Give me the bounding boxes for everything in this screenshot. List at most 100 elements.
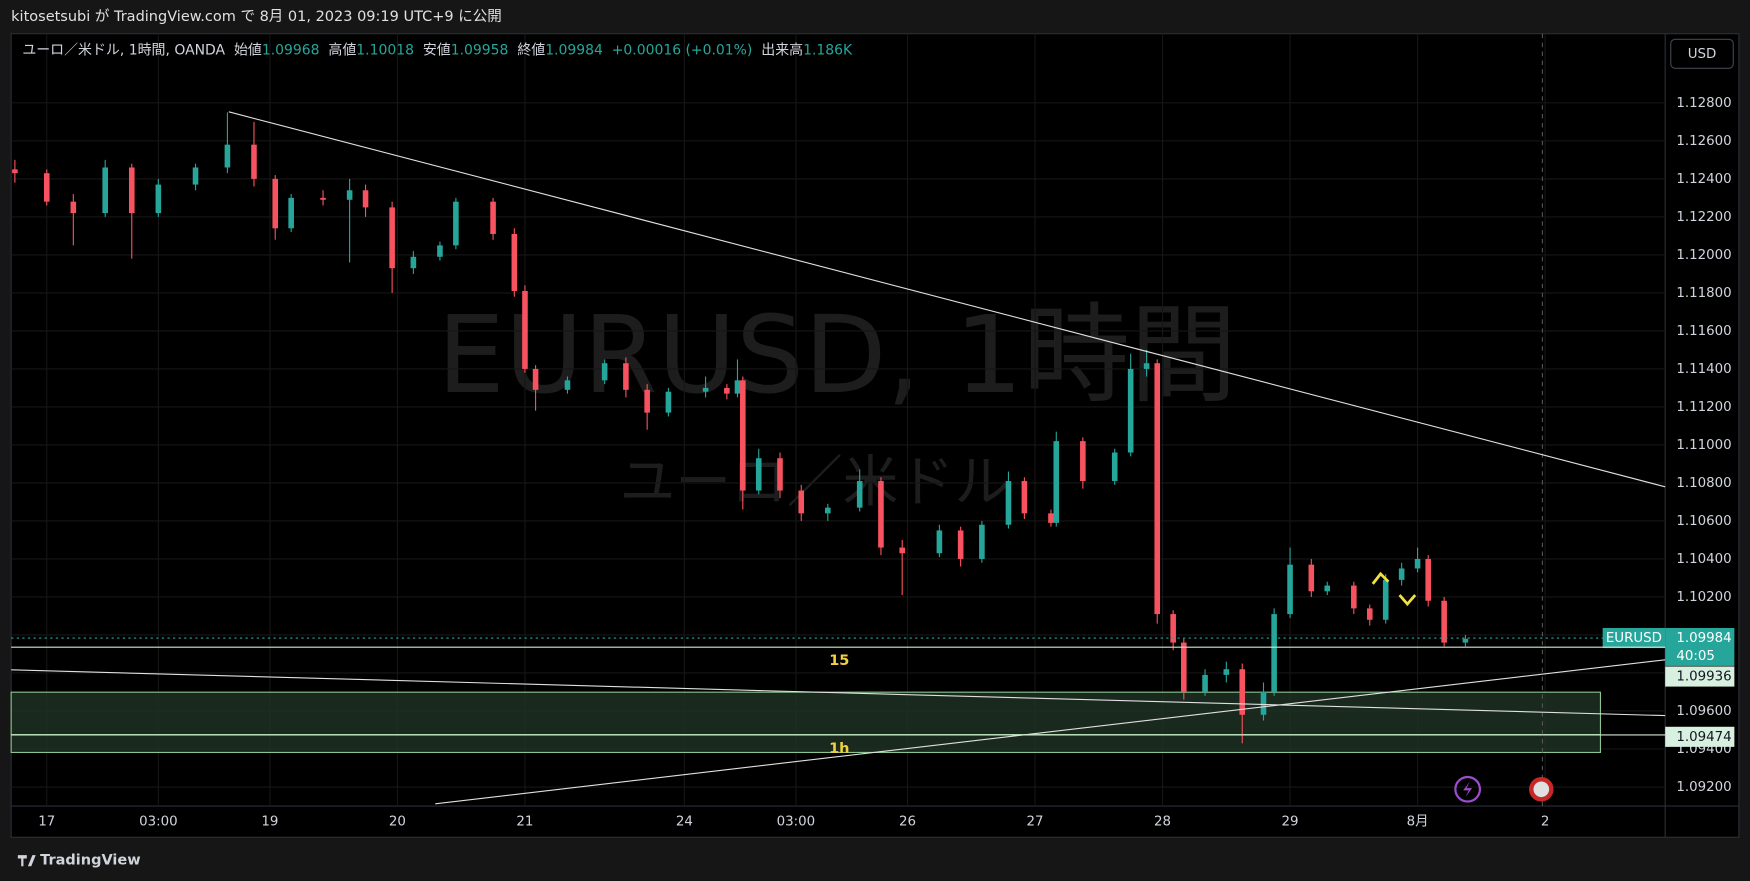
trendline — [228, 111, 1666, 488]
candle-body — [1005, 481, 1012, 525]
candle-body — [702, 387, 709, 392]
candle-body — [453, 201, 459, 246]
candle-body — [1425, 558, 1431, 601]
currency-button[interactable] — [1670, 38, 1734, 69]
legend-label: 高値 — [328, 41, 356, 58]
level-tag-bg — [1665, 726, 1735, 747]
candle-body — [320, 197, 326, 200]
legend-label: 終値 — [517, 42, 545, 58]
arrow-down — [1398, 594, 1417, 607]
candle-body — [1324, 585, 1331, 592]
watermark-name: ユーロ／米ドル — [619, 450, 1010, 515]
x-tick-label: 03:00 — [777, 815, 816, 830]
candle-body — [601, 363, 608, 381]
y-tick-label: 1.09200 — [1676, 780, 1731, 795]
candle-body — [1366, 608, 1373, 620]
candle-body — [623, 363, 629, 390]
x-tick-label: 28 — [1154, 815, 1171, 830]
candle-body — [12, 169, 18, 174]
candle-body — [43, 173, 50, 202]
price-tag-bg — [1665, 627, 1735, 666]
candle-body — [564, 380, 571, 390]
legend-label: 始値 — [234, 42, 262, 58]
candle-body — [1223, 669, 1230, 675]
legend-title: ユーロ／米ドル, 1時間, OANDA — [22, 42, 225, 58]
candle-body — [1308, 564, 1315, 592]
candle-body — [155, 184, 162, 214]
legend-value: 1.09984 — [545, 42, 603, 58]
legend: ユーロ／米ドル, 1時間, OANDA 始値1.09968 高値1.10018 安値1… — [22, 41, 853, 58]
candle-body — [1398, 568, 1405, 580]
candle-body — [1351, 585, 1357, 609]
candle-body — [532, 368, 539, 390]
level-tag: 1.09936 — [1676, 670, 1731, 685]
candle-body — [1239, 669, 1246, 715]
zone-15 — [10, 691, 1602, 736]
candle-body — [936, 530, 943, 554]
x-tick-label: 17 — [38, 815, 55, 830]
candle-body — [856, 481, 863, 508]
candle-body — [490, 201, 496, 234]
candle-body — [899, 547, 905, 554]
candle-body — [511, 233, 518, 292]
candle-body — [734, 380, 741, 394]
candle-body — [102, 167, 108, 214]
trendline — [11, 669, 1666, 717]
candle-body — [389, 207, 395, 269]
currency[interactable]: USD — [1688, 47, 1717, 62]
x-tick-label: 19 — [261, 815, 278, 830]
legend-value: 1.186K — [803, 42, 853, 58]
legend-value: 1.09968 — [262, 42, 320, 58]
candle-body — [1462, 638, 1469, 643]
legend-label: 安値 — [423, 42, 451, 58]
x-tick-label: 29 — [1282, 815, 1299, 830]
candle-body — [288, 197, 294, 229]
y-tick-label: 1.11400 — [1676, 362, 1731, 377]
y-tick-label: 1.10400 — [1676, 552, 1731, 567]
candle-body — [1053, 441, 1060, 523]
x-tick-label: 24 — [676, 815, 693, 830]
candle-body — [798, 490, 805, 514]
candle-body — [724, 387, 730, 394]
arrow-up — [1371, 571, 1390, 585]
candle-body — [70, 201, 77, 214]
x-tick-label: 26 — [899, 815, 916, 830]
x-tick-label: 27 — [1027, 815, 1044, 830]
legend-value: 1.09958 — [451, 42, 509, 58]
y-tick-label: 1.12600 — [1676, 134, 1731, 149]
candle-body — [1441, 600, 1447, 643]
candle-body — [1021, 481, 1028, 514]
price-tag: 1.09984 — [1676, 631, 1731, 646]
level-tag: 1.09474 — [1676, 730, 1731, 745]
event-icon-bolt — [1463, 781, 1473, 798]
zone-label: 1h — [829, 741, 849, 757]
candle-body — [755, 458, 762, 491]
candle-body — [644, 389, 650, 413]
x-tick-label: 2 — [1541, 815, 1550, 830]
event-icon[interactable] — [1454, 775, 1482, 803]
candle-body — [346, 190, 353, 200]
y-tick-label: 1.12800 — [1676, 96, 1731, 111]
x-tick-label: 20 — [389, 815, 406, 830]
y-tick-label: 1.10200 — [1676, 590, 1731, 605]
candle-body — [777, 458, 783, 491]
candle-body — [437, 245, 443, 257]
trendline — [435, 659, 1666, 805]
candle-body — [740, 380, 746, 491]
x-tick-label: 21 — [516, 815, 533, 830]
candle-body — [192, 167, 199, 185]
watermark-symbol: EURUSD, 1時間 — [437, 294, 1237, 418]
y-tick-label: 1.12000 — [1676, 248, 1731, 263]
price-tag-name-bg — [1602, 627, 1666, 649]
candle-body — [979, 524, 985, 559]
candles — [12, 112, 1469, 744]
candle-body — [362, 190, 369, 208]
candle-body — [1202, 674, 1208, 692]
brand-logo — [17, 855, 36, 867]
price-tag-name: EURUSD — [1606, 631, 1662, 646]
flag-icon-inner — [1533, 781, 1550, 798]
candle-body — [825, 507, 831, 514]
countdown: 40:05 — [1676, 649, 1715, 664]
